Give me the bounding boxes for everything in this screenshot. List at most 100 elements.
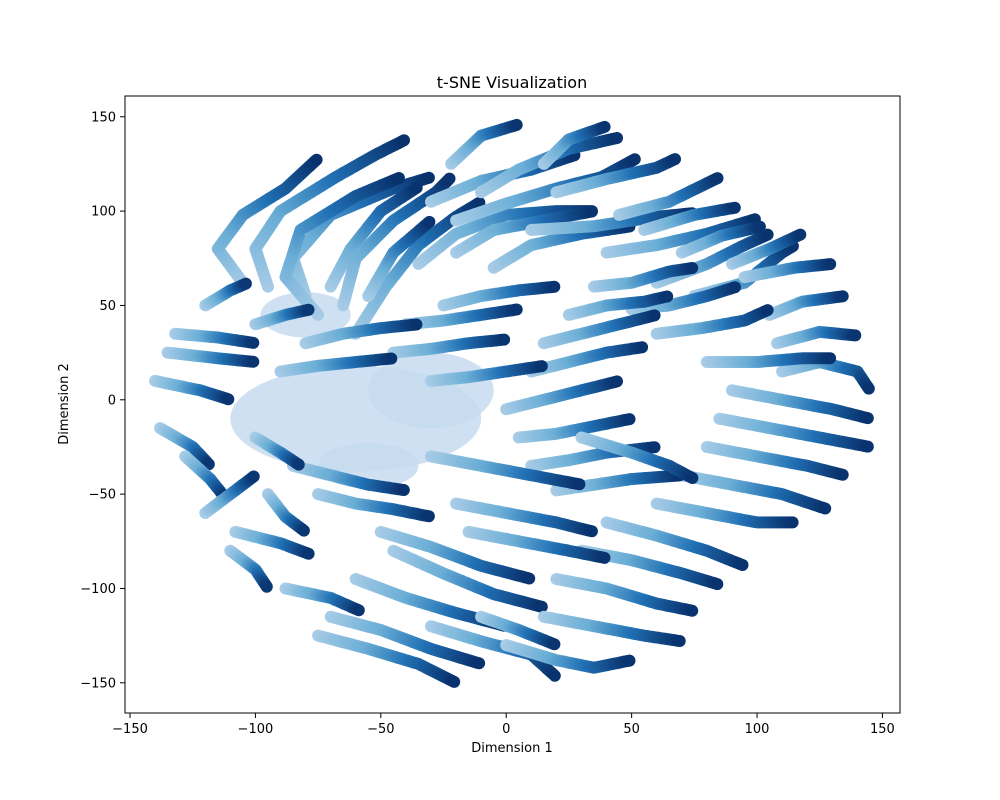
point-strand: [362, 215, 436, 302]
scatter-point: [352, 604, 365, 617]
scatter-point: [794, 228, 807, 241]
y-axis-label: Dimension 2: [57, 363, 72, 445]
point-strand: [537, 120, 611, 170]
scatter-point: [824, 352, 837, 365]
x-tick-label: −50: [367, 722, 394, 737]
scatter-point: [239, 277, 252, 290]
scatter-point: [673, 635, 686, 647]
point-strand: [600, 213, 761, 259]
scatter-point: [849, 329, 862, 342]
scatter-point: [535, 600, 548, 613]
y-tick-label: 0: [108, 393, 116, 408]
point-strand: [249, 134, 410, 293]
density-blob-layer: [230, 292, 494, 489]
point-strand: [638, 201, 741, 236]
scatter-point: [398, 134, 410, 147]
scatter-point: [443, 172, 456, 185]
scatter-point: [585, 205, 598, 218]
point-strand: [726, 228, 807, 270]
scatter-point: [473, 657, 486, 670]
scatter-point: [728, 201, 741, 214]
scatter-point: [535, 360, 548, 373]
scatter-point: [824, 258, 837, 271]
scatter-point: [523, 572, 536, 585]
scatter-point: [819, 502, 832, 515]
x-tick-label: 50: [623, 722, 640, 737]
scatter-point: [548, 280, 561, 293]
scatter-point: [623, 654, 636, 667]
scatter-point: [636, 341, 649, 354]
scatter-point: [611, 132, 623, 144]
scatter-point: [598, 120, 611, 133]
point-strand: [450, 205, 598, 259]
point-strand: [324, 181, 423, 293]
scatter-point: [598, 551, 611, 564]
scatter-point: [711, 578, 724, 591]
scatter-point: [260, 580, 273, 593]
x-tick-label: −100: [238, 722, 274, 737]
scatter-point: [861, 440, 874, 453]
scatter-point: [686, 472, 699, 484]
scatter-point: [302, 303, 315, 316]
scatter-point: [410, 318, 423, 331]
scatter-point: [628, 153, 641, 166]
scatter-point: [861, 412, 874, 425]
scatter-point: [297, 524, 310, 537]
x-tick-label: 0: [502, 722, 510, 737]
point-strand: [279, 172, 405, 321]
scatter-point: [247, 470, 260, 483]
scatter-point: [862, 382, 875, 395]
scatter-point: [302, 547, 315, 560]
point-strand: [550, 153, 681, 199]
y-tick-label: 50: [99, 299, 116, 314]
point-strand: [337, 172, 456, 312]
scatter-point-layer: [149, 118, 875, 688]
y-tick-label: 150: [91, 110, 116, 125]
scatter-point: [761, 228, 774, 241]
y-tick-label: −50: [89, 488, 116, 503]
scatter-point: [392, 172, 405, 184]
scatter-point: [310, 153, 323, 166]
scatter-point: [648, 309, 661, 322]
y-tick-label: −150: [80, 676, 116, 691]
x-tick-label: 150: [870, 722, 895, 737]
scatter-point: [711, 172, 724, 185]
scatter-point: [448, 675, 461, 688]
scatter-point: [686, 262, 699, 274]
point-strand: [211, 153, 323, 289]
chart-title: t-SNE Visualization: [437, 73, 587, 92]
point-strand: [445, 118, 523, 170]
x-axis-label: Dimension 1: [471, 741, 553, 756]
scatter-point: [292, 458, 305, 471]
point-strand: [771, 325, 862, 350]
scatter-point: [247, 336, 260, 349]
y-tick-label: −100: [80, 582, 116, 597]
scatter-point: [786, 516, 799, 529]
scatter-point: [498, 333, 511, 346]
scatter-point: [510, 118, 523, 131]
scatter-point: [422, 510, 435, 523]
point-strand: [675, 220, 766, 259]
scatter-point: [686, 604, 699, 617]
scatter-point: [422, 171, 435, 184]
scatter-point: [836, 468, 849, 481]
point-strand: [613, 172, 724, 221]
x-tick-label: −150: [112, 722, 148, 737]
scatter-point: [385, 352, 398, 365]
y-tick-label: 100: [91, 205, 116, 220]
scatter-point: [548, 638, 561, 651]
scatter-point: [761, 304, 774, 317]
scatter-point: [548, 669, 561, 682]
scatter-point: [753, 220, 766, 233]
x-tick-label: 100: [745, 722, 770, 737]
scatter-point: [423, 215, 436, 228]
point-strand: [738, 258, 837, 284]
density-blob: [368, 352, 494, 429]
scatter-point: [397, 484, 410, 496]
scatter-point: [222, 393, 235, 406]
scatter-point: [623, 413, 636, 426]
scatter-point: [729, 281, 741, 294]
scatter-point: [669, 153, 681, 166]
